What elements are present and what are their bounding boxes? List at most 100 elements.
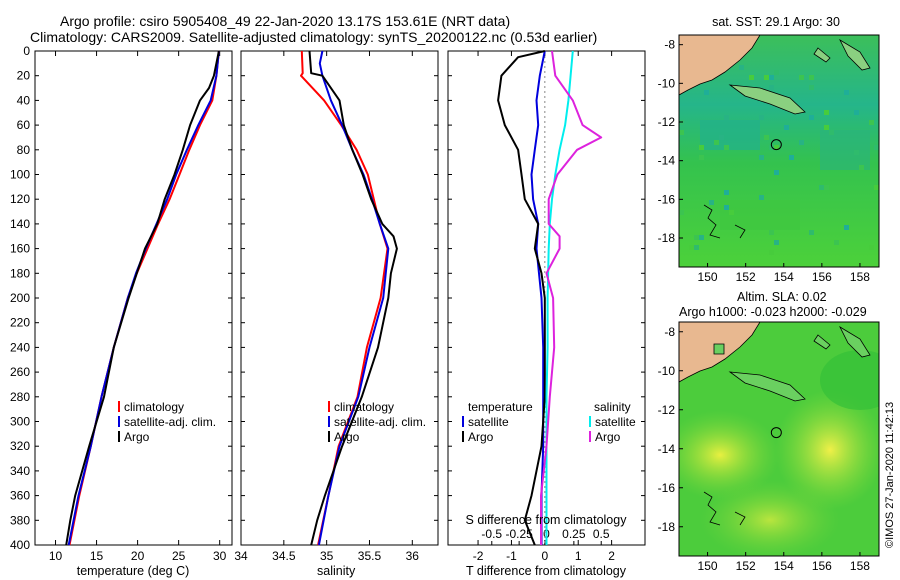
depth-tick-label: 400 bbox=[10, 538, 30, 552]
x-tick-label: 15 bbox=[90, 549, 104, 563]
map-x-tick-label: 150 bbox=[698, 559, 718, 573]
depth-tick-label: 100 bbox=[10, 168, 30, 182]
sst-pixel bbox=[869, 120, 874, 125]
sst-pixel bbox=[774, 70, 779, 75]
depth-tick-label: 340 bbox=[10, 464, 30, 478]
series-line-satellite-adj-clim- bbox=[317, 50, 390, 546]
sst-pixel bbox=[819, 185, 824, 190]
depth-tick-label: 0 bbox=[23, 44, 30, 58]
map-y-tick-label: -10 bbox=[658, 76, 676, 90]
map-x-tick-label: 158 bbox=[850, 270, 870, 284]
map-y-tick-label: -16 bbox=[658, 481, 676, 495]
depth-tick-label: 200 bbox=[10, 291, 30, 305]
legend-s-satellite: satellite bbox=[595, 415, 636, 429]
legend-temperature-title: temperature bbox=[468, 400, 533, 414]
sst-map-reefs bbox=[703, 204, 746, 239]
depth-tick-label: 40 bbox=[17, 93, 31, 107]
series-line-argo bbox=[65, 50, 220, 546]
sst-pixel bbox=[764, 135, 769, 140]
map-y-tick-label: -12 bbox=[658, 115, 676, 129]
sst-pixel bbox=[694, 245, 699, 250]
sst-pixel bbox=[724, 205, 729, 210]
map-y-tick-label: -8 bbox=[664, 38, 675, 52]
legend-t-satellite: satellite bbox=[468, 415, 509, 429]
sst-pixel bbox=[774, 240, 779, 245]
sla-map-image bbox=[679, 322, 879, 556]
x-tick-label: 1 bbox=[575, 549, 582, 563]
depth-tick-label: 140 bbox=[10, 217, 30, 231]
s-tick-label: -0.5 bbox=[481, 527, 502, 541]
depth-tick-label: 160 bbox=[10, 242, 30, 256]
sst-pixel bbox=[769, 250, 774, 255]
map-x-tick-label: 150 bbox=[698, 270, 718, 284]
s-tick-label: 0.25 bbox=[562, 527, 586, 541]
sst-pixel bbox=[824, 125, 829, 130]
depth-tick-label: 300 bbox=[10, 415, 30, 429]
salinity-legend: climatology satellite-adj. clim. Argo bbox=[328, 400, 426, 444]
sst-map-image bbox=[679, 35, 879, 267]
depth-tick-label: 220 bbox=[10, 316, 30, 330]
sst-pixel bbox=[809, 115, 814, 120]
map-y-tick-label: -18 bbox=[658, 520, 676, 534]
legend-t-argo: Argo bbox=[468, 430, 494, 444]
series-line-s-satellite bbox=[545, 50, 574, 545]
sst-pixel bbox=[729, 210, 734, 215]
map-x-tick-label: 156 bbox=[812, 559, 832, 573]
sst-map-panel: sat. SST: 29.1 Argo: 30 150 152 154 156 158 … bbox=[658, 15, 880, 284]
sst-pixel bbox=[689, 245, 694, 250]
legend-climatology: climatology bbox=[124, 400, 184, 414]
sst-pixel bbox=[869, 245, 874, 250]
x-tick-label: 25 bbox=[172, 549, 186, 563]
sst-pixel bbox=[874, 145, 879, 150]
sst-pixel bbox=[859, 165, 864, 170]
sla-map-reefs bbox=[703, 491, 746, 526]
sst-pixel bbox=[679, 130, 684, 135]
legend-salinity-title: salinity bbox=[594, 400, 631, 414]
depth-tick-label: 240 bbox=[10, 340, 30, 354]
temperature-plot-frame bbox=[34, 50, 233, 546]
map-y-tick-label: -14 bbox=[658, 442, 676, 456]
sst-pixel bbox=[809, 75, 814, 80]
sst-pixel bbox=[809, 85, 814, 90]
sst-pixel bbox=[699, 155, 704, 160]
sst-pixel bbox=[759, 115, 764, 120]
map-x-tick-label: 154 bbox=[774, 270, 794, 284]
sst-map-title: sat. SST: 29.1 Argo: 30 bbox=[712, 15, 840, 29]
salinity-xlabel: salinity bbox=[317, 564, 356, 578]
x-tick-label: 0 bbox=[541, 549, 548, 563]
sst-pixel bbox=[799, 75, 804, 80]
x-tick-label: -1 bbox=[506, 549, 517, 563]
figure-title-line1: Argo profile: csiro 5905408_49 22-Jan-20… bbox=[60, 13, 510, 29]
depth-tick-label: 260 bbox=[10, 365, 30, 379]
sst-pixel bbox=[694, 235, 699, 240]
sst-pixel bbox=[764, 75, 769, 80]
depth-tick-label: 60 bbox=[17, 118, 31, 132]
s-difference-label: S difference from climatology bbox=[466, 513, 628, 527]
sst-pixel bbox=[854, 150, 859, 155]
sst-pixel bbox=[874, 185, 879, 190]
difference-panel: -2 -1 0 1 2 -0.5 -0.25 0 0.25 0.5 S difference f… bbox=[447, 50, 646, 578]
temperature-diff-legend: temperature satellite Argo bbox=[462, 400, 533, 444]
sst-pixel bbox=[679, 210, 684, 215]
x-tick-label: 30 bbox=[213, 549, 227, 563]
sst-pixel bbox=[824, 185, 829, 190]
legend-argo: Argo bbox=[124, 430, 150, 444]
sst-pixel bbox=[699, 235, 704, 240]
temperature-xlabel: temperature (deg C) bbox=[77, 564, 190, 578]
series-line-s-argo bbox=[540, 50, 603, 545]
temperature-panel: 0 20 40 60 80 100 120 140 160 180 200 220 240 260 280 3… bbox=[10, 44, 233, 578]
legend-argo: Argo bbox=[334, 430, 360, 444]
x-tick-label: 35 bbox=[320, 549, 334, 563]
sst-pixel bbox=[724, 115, 729, 120]
sst-pixel bbox=[699, 145, 704, 150]
x-tick-label: 35.5 bbox=[358, 549, 382, 563]
legend-climatology: climatology bbox=[334, 400, 394, 414]
x-tick-label: 20 bbox=[131, 549, 145, 563]
series-line-climatology bbox=[68, 50, 220, 546]
map-x-tick-label: 152 bbox=[736, 559, 756, 573]
sla-map-title-line2: Argo h1000: -0.023 h2000: -0.029 bbox=[679, 305, 867, 319]
series-line-satellite-adj-clim- bbox=[67, 50, 220, 546]
depth-tick-label: 20 bbox=[17, 69, 31, 83]
series-line-t-argo bbox=[497, 50, 546, 546]
salinity-panel: 34 34.5 35 35.5 36 salinity climatology sate… bbox=[234, 50, 439, 578]
